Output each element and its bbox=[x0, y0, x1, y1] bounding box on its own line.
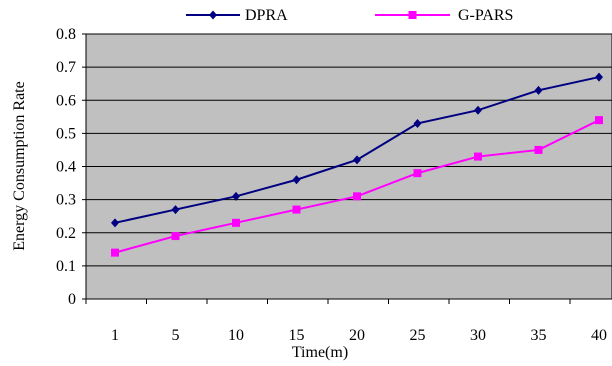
y-axis-label: Energy Consumption Rate bbox=[11, 81, 28, 250]
legend-label: DPRA bbox=[245, 7, 288, 24]
y-axis-ticks: 0 0.1 0.2 0.3 0.4 0.5 0.6 0.7 0.8 bbox=[56, 26, 86, 308]
x-axis-ticks: 1 5 10 15 20 25 30 35 40 bbox=[85, 299, 607, 344]
data-point bbox=[413, 118, 422, 128]
y-tick-label: 0 bbox=[68, 291, 76, 308]
series-dpra bbox=[111, 72, 603, 228]
x-tick-label: 15 bbox=[289, 327, 305, 344]
series-layer bbox=[111, 72, 603, 257]
y-tick-label: 0.7 bbox=[56, 59, 76, 76]
x-tick-label: 10 bbox=[228, 327, 244, 344]
data-point bbox=[232, 218, 240, 227]
series-g-pars bbox=[111, 116, 603, 257]
data-point bbox=[171, 232, 180, 241]
x-axis-label: Time(m) bbox=[292, 344, 348, 361]
legend-marker bbox=[209, 10, 217, 20]
x-tick-label: 35 bbox=[531, 327, 547, 344]
x-tick-label: 40 bbox=[591, 327, 607, 344]
data-point bbox=[292, 175, 301, 185]
data-point bbox=[111, 248, 119, 257]
x-tick-label: 25 bbox=[410, 327, 426, 344]
data-point bbox=[595, 72, 603, 82]
data-point bbox=[534, 145, 543, 154]
y-tick-label: 0.5 bbox=[56, 125, 76, 142]
data-point bbox=[474, 105, 482, 115]
y-tick-label: 0.6 bbox=[56, 92, 76, 109]
data-point bbox=[474, 152, 482, 161]
y-tick-label: 0.3 bbox=[56, 192, 76, 209]
data-point bbox=[292, 205, 301, 214]
data-point bbox=[595, 116, 603, 125]
y-tick-label: 0.2 bbox=[56, 225, 76, 242]
data-point bbox=[534, 85, 543, 95]
x-tick-label: 30 bbox=[470, 327, 486, 344]
x-tick-label: 5 bbox=[172, 327, 180, 344]
legend-label: G-PARS bbox=[458, 7, 513, 24]
legend-item: G-PARS bbox=[375, 7, 513, 24]
data-point bbox=[353, 192, 361, 201]
data-point bbox=[232, 191, 240, 201]
y-tick-label: 0.8 bbox=[56, 26, 76, 43]
legend-marker bbox=[408, 11, 417, 19]
x-tick-label: 20 bbox=[349, 327, 365, 344]
y-tick-label: 0.4 bbox=[56, 159, 76, 176]
data-point bbox=[111, 218, 119, 228]
data-point bbox=[413, 169, 422, 178]
legend: DPRA G-PARS bbox=[186, 7, 513, 24]
y-tick-label: 0.1 bbox=[56, 258, 76, 275]
data-point bbox=[171, 205, 180, 215]
legend-item: DPRA bbox=[186, 7, 288, 24]
x-tick-label: 1 bbox=[111, 327, 119, 344]
data-point bbox=[353, 155, 361, 165]
